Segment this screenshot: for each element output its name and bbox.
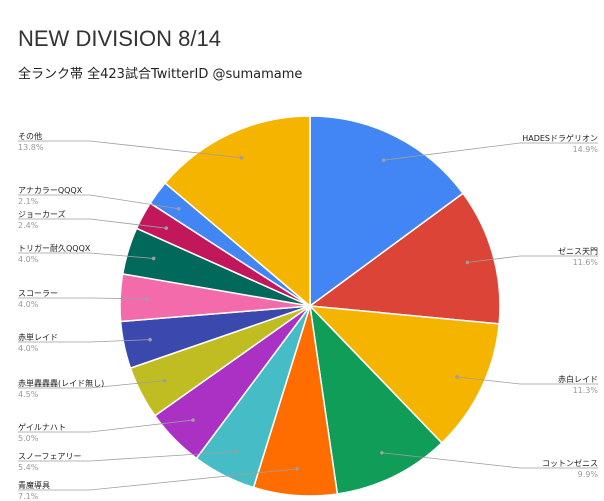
leader-line: [18, 297, 147, 300]
slice-label: ジョーカーズ: [18, 209, 66, 219]
pie-slice: [309, 115, 465, 308]
slice-percent-label: 9.9%: [578, 470, 599, 479]
slice-percent-label: 2.4%: [18, 221, 39, 230]
slice-label: トリガー耐久QQQX: [18, 243, 91, 253]
slice-label: 青魔導具: [18, 480, 50, 490]
pie-slice: [164, 115, 311, 308]
slice-percent-label: 7.1%: [18, 492, 39, 501]
leader-line: [18, 468, 298, 491]
slice-label: その他: [18, 131, 42, 141]
leader-line: [18, 194, 179, 210]
leader-line: [18, 419, 194, 433]
pie-slice: [308, 305, 500, 444]
leader-line: [18, 218, 167, 229]
slice-percent-label: 4.0%: [18, 300, 39, 309]
slice-label: 赤単轟轟轟(レイド無し): [18, 378, 104, 388]
leader-line: [18, 380, 165, 389]
slice-percent-label: 4.0%: [18, 344, 39, 353]
chart-subtitle: 全ランク帯 全423試合TwitterID @sumamame: [18, 67, 303, 82]
slice-percent-label: 5.4%: [18, 463, 39, 472]
slice-percent-label: 5.0%: [18, 434, 39, 443]
slice-label: アナカラーQQQX: [18, 186, 83, 195]
slice-label: HADESドラゲリオン: [522, 133, 598, 143]
slice-label: ゼニス天門: [558, 246, 598, 256]
pie-slice: [308, 303, 443, 495]
slice-percent-label: 13.8%: [18, 143, 44, 152]
slice-label: スノーフェアリー: [18, 452, 82, 461]
chart-title: NEW DIVISION 8/14: [18, 26, 221, 51]
slice-label: ゲイルナハト: [18, 422, 66, 432]
leader-line: [467, 255, 598, 263]
slice-percent-label: 4.5%: [18, 390, 39, 399]
slice-percent-label: 14.9%: [573, 145, 599, 154]
slice-label: 赤白レイド: [558, 374, 598, 384]
slice-percent-label: 11.3%: [573, 386, 599, 395]
leader-dot: [295, 467, 299, 471]
slice-label: スコーラー: [18, 289, 58, 298]
pie-slice: [307, 192, 501, 325]
leader-line: [383, 142, 598, 161]
leader-line: [18, 339, 151, 343]
slice-percent-label: 11.6%: [573, 258, 599, 267]
slice-percent-label: 4.0%: [18, 255, 39, 264]
slice-label: コットンゼニス: [542, 458, 598, 468]
slice-label: 赤単レイド: [18, 332, 58, 342]
slice-percent-label: 2.1%: [18, 197, 39, 206]
leader-line: [18, 451, 236, 462]
leader-line: [18, 140, 242, 159]
leader-line: [457, 376, 598, 385]
leader-line: [18, 252, 154, 259]
leader-line: [381, 452, 598, 469]
